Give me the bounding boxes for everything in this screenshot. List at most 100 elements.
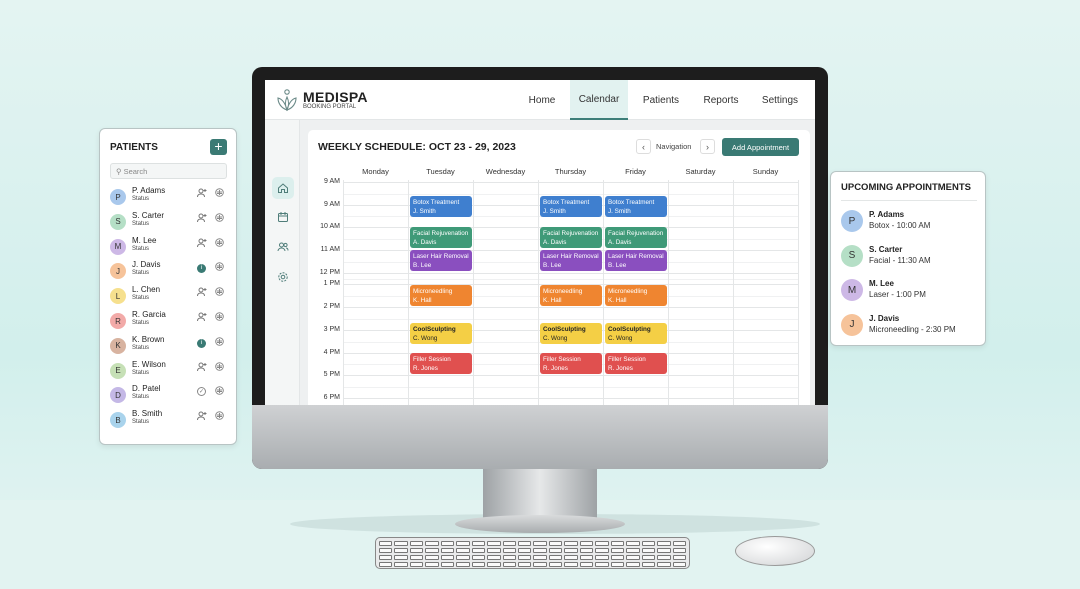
patient-name: J. Davis <box>869 313 900 323</box>
appointment-block[interactable]: Facial Rejuvenation A. Davis <box>605 227 667 248</box>
nav-reports[interactable]: Reports <box>703 94 739 106</box>
grid-line <box>603 180 604 405</box>
weekly-schedule-card: WEEKLY SCHEDULE: OCT 23 - 29, 2023 ‹ Nav… <box>308 130 810 405</box>
calendar-options-icon[interactable] <box>214 287 225 298</box>
appointment-block[interactable]: Microneedling K. Hall <box>540 285 602 306</box>
patient-list-item[interactable]: B B. Smith Status <box>110 409 230 434</box>
key <box>533 562 547 567</box>
key <box>610 562 625 567</box>
key <box>518 548 532 553</box>
calendar-icon[interactable] <box>272 206 294 228</box>
add-user-icon[interactable] <box>196 238 207 249</box>
key <box>487 555 501 560</box>
calendar-options-icon[interactable] <box>214 188 225 199</box>
nav-home[interactable]: Home <box>528 94 556 106</box>
add-patient-button[interactable]: + <box>210 139 227 155</box>
calendar-options-icon[interactable] <box>214 336 225 348</box>
grid-line <box>798 180 799 405</box>
appointment-block[interactable]: Filler Session R. Jones <box>540 353 602 374</box>
upcoming-appointment-item[interactable]: P P. Adams Botox - 10:00 AM <box>841 208 981 238</box>
appointment-block[interactable]: Filler Session R. Jones <box>410 353 472 374</box>
appointment-block[interactable]: Facial Rejuvenation A. Davis <box>540 227 602 248</box>
upcoming-appointment-item[interactable]: M M. Lee Laser - 1:00 PM <box>841 277 981 307</box>
patient-list-item[interactable]: M M. Lee Status <box>110 236 230 261</box>
info-icon[interactable]: i <box>196 262 207 274</box>
add-user-icon[interactable] <box>196 188 207 199</box>
key <box>610 548 625 553</box>
calendar-options-icon[interactable] <box>214 386 225 397</box>
add-user-icon[interactable] <box>196 362 207 373</box>
appointment-block[interactable]: Botox Treatment J. Smith <box>540 196 602 217</box>
time-label: 12 PM <box>319 269 340 276</box>
add-appointment-button[interactable]: Add Appointment <box>722 138 799 156</box>
appointment-block[interactable]: Facial Rejuvenation A. Davis <box>410 227 472 248</box>
key <box>595 562 609 567</box>
grid-line <box>668 180 669 405</box>
upcoming-appointments-panel: UPCOMING APPOINTMENTS P P. Adams Botox - 1… <box>830 171 986 346</box>
key <box>533 548 547 553</box>
calendar-options-icon[interactable] <box>214 411 225 422</box>
appointment-service: Botox Treatment <box>543 199 590 206</box>
appointment-block[interactable]: Microneedling K. Hall <box>410 285 472 306</box>
time-label: 1 PM <box>323 280 340 287</box>
appointment-client: J. Smith <box>543 208 566 215</box>
home-icon[interactable] <box>272 177 294 199</box>
appointment-block[interactable]: Laser Hair Removal B. Lee <box>605 250 667 271</box>
calendar-options-icon[interactable] <box>214 262 225 273</box>
nav-calendar[interactable]: Calendar <box>570 80 628 120</box>
patient-list-item[interactable]: S S. Carter Status <box>110 211 230 236</box>
nav-patients[interactable]: Patients <box>642 94 680 106</box>
calendar-options-icon[interactable] <box>214 212 225 224</box>
patient-list-item[interactable]: E E. Wilson Status <box>110 360 230 385</box>
upcoming-appointment-item[interactable]: S S. Carter Facial - 11:30 AM <box>841 243 981 273</box>
nav-settings[interactable]: Settings <box>761 94 799 106</box>
appointment-block[interactable]: Botox Treatment J. Smith <box>605 196 667 217</box>
monitor-chin <box>252 405 828 469</box>
users-icon[interactable] <box>272 236 294 258</box>
add-user-icon[interactable] <box>196 411 207 422</box>
appointment-block[interactable]: CoolSculpting C. Wong <box>410 323 472 344</box>
next-week-button[interactable]: › <box>700 139 715 154</box>
calendar-options-icon[interactable] <box>214 312 225 323</box>
appointment-service: Laser Hair Removal <box>608 253 664 260</box>
calendar-options-icon[interactable] <box>214 361 225 373</box>
key <box>564 555 578 560</box>
time-label: 6 PM <box>323 394 340 401</box>
add-user-icon[interactable] <box>196 312 207 323</box>
patient-list-item[interactable]: L L. Chen Status <box>110 285 230 310</box>
patient-list-item[interactable]: K K. Brown Status i <box>110 335 230 360</box>
gear-icon[interactable] <box>272 266 294 288</box>
appointment-client: A. Davis <box>543 239 567 246</box>
appointment-client: R. Jones <box>543 365 568 372</box>
calendar-options-icon[interactable] <box>214 237 225 249</box>
appointment-client: R. Jones <box>413 365 438 372</box>
patient-search-input[interactable]: ⚲ Search <box>110 163 227 179</box>
avatar: K <box>110 337 126 354</box>
add-user-icon[interactable] <box>196 287 207 298</box>
appointment-service: CoolSculpting <box>413 326 456 333</box>
info-icon[interactable]: i <box>196 337 207 348</box>
patient-list-item[interactable]: D D. Patel Status ✓ <box>110 384 230 409</box>
avatar: R <box>110 313 126 329</box>
appointment-block[interactable]: CoolSculpting C. Wong <box>540 323 602 344</box>
grid-line <box>343 180 344 405</box>
prev-week-button[interactable]: ‹ <box>636 139 651 154</box>
appointment-block[interactable]: Botox Treatment J. Smith <box>410 196 472 217</box>
patient-list-item[interactable]: P P. Adams Status <box>110 186 230 211</box>
appointment-service: CoolSculpting <box>543 326 586 333</box>
check-icon[interactable]: ✓ <box>197 387 206 397</box>
appointment-block[interactable]: Laser Hair Removal B. Lee <box>410 250 472 271</box>
appointment-block[interactable]: Microneedling K. Hall <box>605 285 667 306</box>
appointment-block[interactable]: CoolSculpting C. Wong <box>605 323 667 344</box>
search-placeholder: Search <box>123 167 148 176</box>
appointment-service: CoolSculpting <box>608 326 651 333</box>
appointment-block[interactable]: Laser Hair Removal B. Lee <box>540 250 602 271</box>
patient-list-item[interactable]: R R. Garcia Status <box>110 310 230 335</box>
appointment-block[interactable]: Filler Session R. Jones <box>605 353 667 374</box>
add-user-icon[interactable] <box>196 213 207 224</box>
grid-line <box>538 180 539 405</box>
day-header: Saturday <box>685 167 716 176</box>
upcoming-appointment-item[interactable]: J J. Davis Microneedling - 2:30 PM <box>841 312 981 342</box>
patient-list-item[interactable]: J J. Davis Status i <box>110 260 230 285</box>
key <box>533 541 547 546</box>
